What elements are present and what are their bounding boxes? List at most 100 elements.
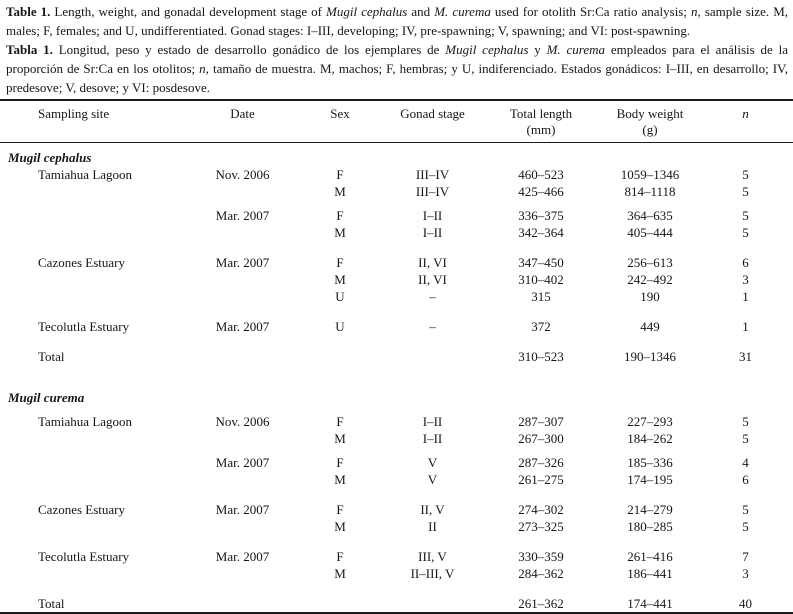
- cell-stage: III–IV: [415, 167, 450, 182]
- cell-stage: –: [429, 289, 436, 304]
- caption-segment: n: [199, 61, 206, 76]
- col-header-sampling-site: Sampling site: [0, 100, 190, 143]
- table-row: Tecolutla Estuary Mar. 2007 F III, V 330–359…: [0, 535, 793, 565]
- table-row: Mar. 2007 F I–II 336–375 364–635 5: [0, 200, 793, 224]
- cell-site: Total: [38, 596, 65, 611]
- table-caption-english: Table 1. Length, weight, and gonadal dev…: [6, 2, 788, 40]
- cell-n: 5: [742, 502, 749, 517]
- table-row: M III–IV 425–466 814–1118 5: [0, 183, 793, 200]
- cell-n: 5: [742, 519, 749, 534]
- cell-n: 5: [742, 431, 749, 446]
- cell-stage: II, VI: [418, 272, 447, 287]
- cell-length: 273–325: [518, 519, 564, 534]
- cell-n: [698, 365, 793, 406]
- cell-length: 274–302: [518, 502, 564, 517]
- cell-length: 287–307: [518, 414, 564, 429]
- cell-site: [0, 471, 190, 488]
- table-row: M I–II 342–364 405–444 5: [0, 224, 793, 241]
- col-header-label: Gonad stage: [400, 106, 465, 121]
- cell-date: Mar. 2007: [215, 455, 270, 470]
- cell-stage: II–III, V: [410, 566, 455, 581]
- cell-date: Mar. 2007: [215, 208, 270, 223]
- col-header-label: Sex: [330, 106, 350, 121]
- col-header-n: n: [698, 100, 793, 143]
- cell-stage: [385, 335, 480, 365]
- cell-site: Tecolutla Estuary: [38, 549, 130, 564]
- col-header-gonad-stage: Gonad stage: [385, 100, 480, 143]
- cell-n: 6: [742, 255, 749, 270]
- cell-sex: M: [334, 184, 346, 199]
- caption-segment: used for otolith Sr:Ca ratio analysis;: [490, 4, 692, 19]
- col-header-label: Body weight: [616, 106, 684, 121]
- header-row: Sampling site Date Sex Gonad stage Total…: [0, 100, 793, 143]
- col-header-label: Total length: [509, 106, 573, 121]
- table-row: Tamiahua Lagoon Nov. 2006 F III–IV 460–523 10…: [0, 166, 793, 183]
- cell-stage: V: [427, 472, 438, 487]
- cell-n: 7: [742, 549, 749, 564]
- total-row: Total 310–523 190–1346 31: [0, 335, 793, 365]
- cell-weight: 449: [640, 319, 660, 334]
- cell-length: 267–300: [518, 431, 564, 446]
- cell-date: [190, 288, 295, 305]
- cell-date: Nov. 2006: [215, 167, 270, 182]
- cell-n: 5: [742, 225, 749, 240]
- cell-length: [480, 365, 602, 406]
- cell-weight: 364–635: [627, 208, 673, 223]
- cell-site: [0, 518, 190, 535]
- cell-sex: F: [336, 502, 344, 517]
- cell-length: 261–362: [518, 596, 564, 611]
- cell-weight: 190–1346: [624, 349, 676, 364]
- total-row: Total 261–362 174–441 40: [0, 582, 793, 613]
- cell-weight: 174–441: [627, 596, 673, 611]
- cell-stage: –: [429, 319, 436, 334]
- cell-site: Total: [38, 349, 65, 364]
- cell-weight: 227–293: [627, 414, 673, 429]
- cell-stage: V: [427, 455, 438, 470]
- cell-stage: [385, 365, 480, 406]
- cell-stage: I–II: [422, 431, 443, 446]
- col-header-total-length: Total length (mm): [480, 100, 602, 143]
- cell-weight: 190: [640, 289, 660, 304]
- cell-n: 5: [742, 184, 749, 199]
- cell-site: [0, 200, 190, 224]
- cell-site: Tamiahua Lagoon: [38, 414, 133, 429]
- cell-site: Tecolutla Estuary: [38, 319, 130, 334]
- cell-stage: II, V: [420, 502, 445, 517]
- cell-date: Mar. 2007: [215, 319, 270, 334]
- cell-length: 330–359: [518, 549, 564, 564]
- cell-site: Cazones Estuary: [38, 502, 126, 517]
- col-header-date: Date: [190, 100, 295, 143]
- cell-weight: [602, 143, 698, 167]
- cell-stage: I–II: [422, 225, 443, 240]
- cell-date: Nov. 2006: [215, 414, 270, 429]
- cell-date: [190, 183, 295, 200]
- cell-date: [190, 271, 295, 288]
- cell-site: [0, 288, 190, 305]
- cell-stage: [385, 143, 480, 167]
- cell-weight: 186–441: [627, 566, 673, 581]
- cell-weight: 174–195: [627, 472, 673, 487]
- cell-date: Mar. 2007: [215, 502, 270, 517]
- cell-sex: M: [334, 519, 346, 534]
- cell-length: 310–523: [518, 349, 564, 364]
- cell-sex: M: [334, 225, 346, 240]
- table-row: Tecolutla Estuary Mar. 2007 U – 372 449 1: [0, 305, 793, 335]
- col-header-label: n: [742, 106, 749, 121]
- caption-segment: y: [528, 42, 547, 57]
- caption-segment: , sample size. M, males; F, females; and…: [6, 4, 789, 38]
- cell-sex: U: [335, 319, 345, 334]
- table-row: M V 261–275 174–195 6: [0, 471, 793, 488]
- cell-date: [190, 224, 295, 241]
- cell-site: Cazones Estuary: [38, 255, 126, 270]
- cell-date: [190, 143, 295, 167]
- cell-site: [0, 430, 190, 447]
- cell-sex: F: [336, 208, 344, 223]
- caption-segment: n: [691, 4, 698, 19]
- cell-sex: M: [334, 431, 346, 446]
- caption-segment: , tamaño de muestra. M, machos; F, hembr…: [6, 61, 789, 95]
- cell-length: 342–364: [518, 225, 564, 240]
- cell-stage: III, V: [418, 549, 447, 564]
- caption-segment: Table 1.: [6, 4, 51, 19]
- caption-block: Table 1. Length, weight, and gonadal dev…: [0, 0, 793, 97]
